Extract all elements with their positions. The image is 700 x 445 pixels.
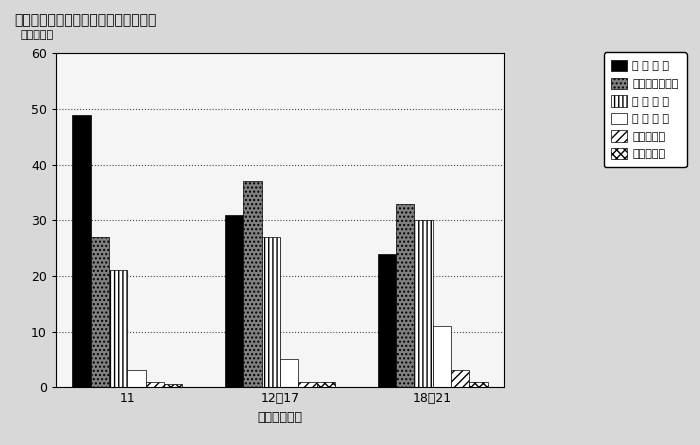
Bar: [316, 381, 335, 387]
Text: パーセント: パーセント: [20, 30, 53, 40]
Bar: [90, 237, 109, 387]
Bar: [378, 254, 396, 387]
Bar: [414, 220, 433, 387]
Bar: [72, 114, 90, 387]
Bar: [127, 370, 146, 387]
X-axis label: 年齢グループ: 年齢グループ: [258, 411, 302, 424]
Bar: [109, 270, 127, 387]
Bar: [164, 384, 182, 387]
Bar: [225, 214, 244, 387]
Bar: [433, 326, 451, 387]
Text: 図２　年齢別障害児の教育措置の状況: 図２ 年齢別障害児の教育措置の状況: [14, 13, 156, 27]
Bar: [146, 381, 164, 387]
Bar: [262, 237, 280, 387]
Bar: [396, 204, 414, 387]
Legend: 普 通 学 級, リソースルーム, 特 殊 学 級, 特 殊 学 校, 寄宿制施設, 在宅・病院: 普 通 学 級, リソースルーム, 特 殊 学 級, 特 殊 学 校, 寄宿制施…: [603, 52, 687, 167]
Bar: [298, 381, 316, 387]
Bar: [280, 360, 298, 387]
Bar: [451, 370, 470, 387]
Bar: [244, 181, 262, 387]
Bar: [470, 381, 488, 387]
